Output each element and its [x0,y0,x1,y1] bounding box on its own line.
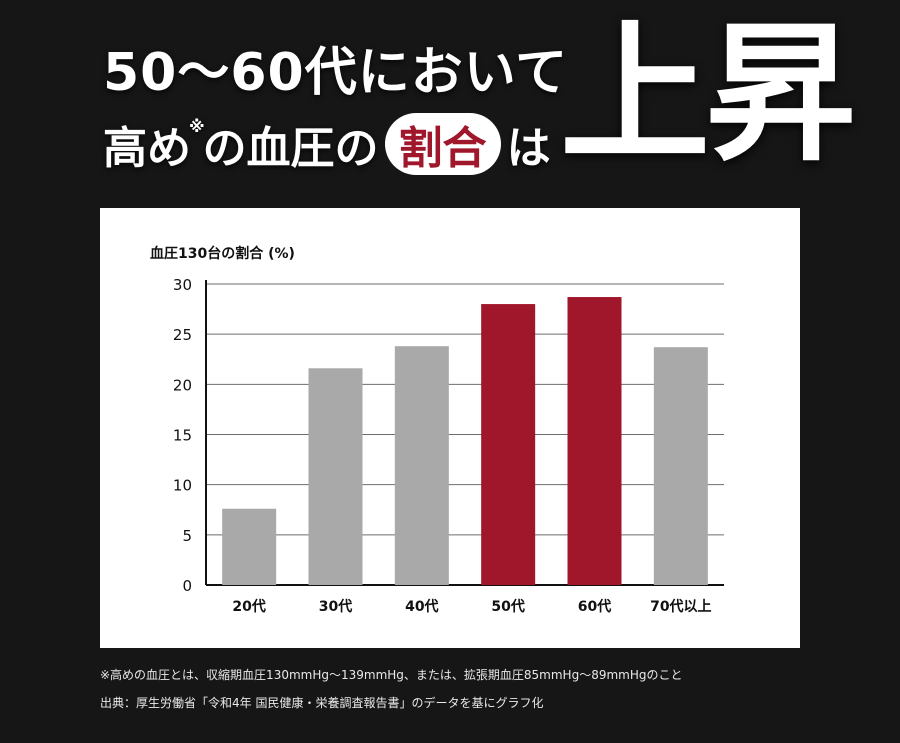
x-tick-label: 70代以上 [650,598,711,615]
y-tick-label: 0 [182,577,192,595]
bar-5 [567,297,622,585]
y-tick-label: 20 [173,376,192,394]
y-tick-label: 15 [173,427,192,445]
headline-big-word: 上昇 [560,8,856,182]
x-tick-label: 50代 [491,598,524,615]
bar-6 [653,347,708,585]
headline-line-1: 50～60代において [103,43,569,103]
x-tick-label: 20代 [232,598,265,615]
source-text: 出典：厚生労働省「令和4年 国民健康・栄養調査報告書」のデータを基にグラフ化 [100,696,544,710]
y-tick-label: 30 [173,276,192,294]
bar-4 [481,304,536,585]
y-tick-label: 5 [182,527,192,545]
headline-text-part-1: 高め [103,123,191,174]
chart-panel: 血圧130台の割合 (%) 0 5 10 15 20 25 30 20代 30代 40代 50代 60… [100,208,800,648]
x-tick-label: 30代 [319,598,352,615]
y-tick-label: 25 [173,326,192,344]
x-tick-label: 40代 [405,598,438,615]
bar-1 [222,508,277,585]
chart-title: 血圧130台の割合 (%) [150,245,295,262]
footnote-mark: ※ [189,116,205,136]
headline-line-2: 高め ※ の血圧の 割合 は [103,112,551,176]
y-tick-label: 10 [173,477,192,495]
bar-2 [308,368,363,585]
footnote-text: ※高めの血圧とは、収縮期血圧130mmHg～139mmHg、または、拡張期血圧8… [100,668,683,682]
headline: 50～60代において 高め ※ の血圧の 割合 は 上昇 [0,0,900,200]
bar-3 [394,346,449,585]
highlight-badge: 割合 [384,113,501,175]
headline-text-part-2: の血圧の [202,123,379,174]
bar-chart: 血圧130台の割合 (%) 0 5 10 15 20 25 30 20代 30代 40代 50代 60… [150,245,724,615]
x-tick-label: 60代 [578,598,611,615]
headline-text-part-3: は [506,123,551,174]
